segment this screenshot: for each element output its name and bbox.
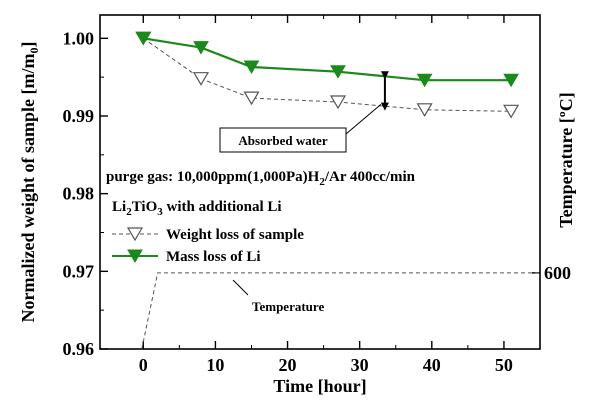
absorbed-water-box xyxy=(219,127,347,153)
ticks-layer: 0 10 20 30 40 50 0.96 0.97 0.98 0.99 1.00 600 xyxy=(63,15,571,375)
series-marker-0 xyxy=(416,103,433,117)
absorbed-water-label: Absorbed water xyxy=(238,133,327,148)
x-tick-label: 10 xyxy=(206,355,224,375)
series-line-1 xyxy=(143,37,512,82)
absorbed-water-leader xyxy=(345,103,382,135)
series-marker-0 xyxy=(503,104,520,119)
plot-frame xyxy=(99,14,541,350)
y-tick-label: 0.99 xyxy=(63,106,95,126)
y-axis-title: Normalized weight of sample [m/m0] xyxy=(18,42,41,323)
series-marker-1 xyxy=(243,60,260,74)
legend-marker-weight-loss xyxy=(126,227,144,242)
series-marker-1 xyxy=(330,65,346,79)
y-tick-label: 0.98 xyxy=(63,184,95,204)
series-marker-0 xyxy=(243,91,260,106)
y2-tick-label: 600 xyxy=(544,263,571,283)
legend-label-weight-loss: Weight loss of sample xyxy=(166,227,304,243)
series-line-0 xyxy=(143,37,512,112)
series-marker-1 xyxy=(135,31,152,46)
x-tick-label: 0 xyxy=(139,355,148,375)
legend: Weight loss of sample Mass loss of Li xyxy=(112,227,304,265)
x-tick-label: 30 xyxy=(351,355,369,375)
y-tick-label: 0.96 xyxy=(63,339,95,359)
x-tick-label: 50 xyxy=(495,355,513,375)
legend-marker-mass-loss xyxy=(127,249,143,263)
series-marker-1 xyxy=(503,73,519,88)
y-tick-label: 1.00 xyxy=(63,28,95,48)
x-tick-label: 40 xyxy=(423,355,441,375)
series-layer xyxy=(135,31,540,350)
material-annotation: Li2TiO3 with additional Li xyxy=(112,199,282,218)
legend-label-mass-loss: Mass loss of Li xyxy=(166,249,261,265)
x-tick-label: 20 xyxy=(279,355,297,375)
temperature-annotation: Temperature xyxy=(252,299,324,314)
y-tick-label: 0.97 xyxy=(63,261,95,281)
temperature-leader xyxy=(232,279,249,296)
purge-gas-annotation: purge gas: 10,000ppm(1,000Pa)H2/Ar 400cc… xyxy=(106,169,416,188)
series-marker-0 xyxy=(329,95,347,110)
series-marker-1 xyxy=(416,73,433,88)
x-axis-title: Time [hour] xyxy=(273,376,366,396)
series-marker-1 xyxy=(193,41,209,55)
series-line-2 xyxy=(141,272,540,350)
series-marker-0 xyxy=(192,72,210,86)
y2-axis-title: Temperature [ºC] xyxy=(556,92,576,227)
